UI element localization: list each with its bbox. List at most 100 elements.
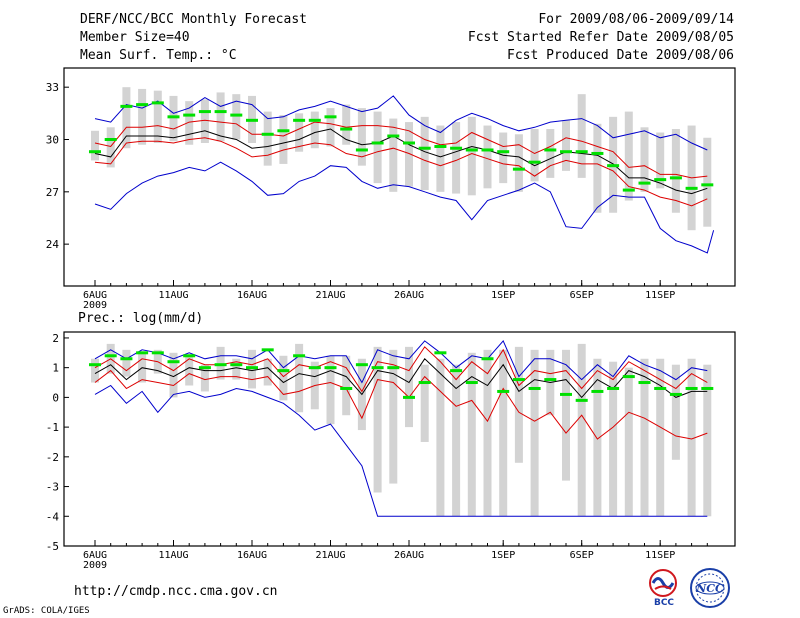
median-marker — [371, 366, 384, 370]
median-marker — [701, 183, 714, 187]
precipitation-title: Prec.: log(mm/d) — [78, 311, 203, 326]
median-marker — [528, 160, 541, 164]
ensemble-range-bar — [671, 129, 680, 213]
ensemble-range-bar — [420, 364, 429, 442]
ensemble-range-bar — [122, 349, 131, 377]
median-marker — [544, 378, 557, 382]
median-marker — [575, 150, 588, 154]
ensemble-range-bar — [593, 123, 602, 213]
ensemble-range-bar — [153, 90, 162, 143]
ensemble-range-bar — [185, 355, 194, 386]
plot-frame — [63, 67, 736, 287]
y-tick-label: 33 — [46, 81, 59, 94]
median-marker — [418, 146, 431, 150]
ensemble-range-bar — [389, 118, 398, 192]
ensemble-range-bar — [342, 355, 351, 416]
median-marker — [308, 118, 321, 122]
y-tick-label: 1 — [52, 362, 59, 375]
ensemble-range-bar — [106, 127, 115, 168]
ensemble-range-bar — [703, 137, 712, 227]
ensemble-range-bar — [232, 358, 241, 380]
series-line-mean — [94, 128, 708, 195]
series-line-upper — [94, 346, 708, 393]
ensemble-range-bar — [467, 352, 476, 517]
median-marker — [638, 381, 651, 385]
median-marker — [434, 144, 447, 148]
median-marker — [622, 375, 635, 379]
median-marker — [669, 392, 682, 396]
median-marker — [481, 357, 494, 361]
x-tick-label: 2009 — [83, 300, 107, 311]
x-tick-label: 11SEP — [645, 550, 675, 561]
median-marker — [371, 141, 384, 145]
ensemble-range-bar — [373, 346, 382, 493]
source-url[interactable]: http://cmdp.ncc.cma.gov.cn — [74, 584, 278, 599]
ensemble-range-bar — [263, 358, 272, 386]
median-marker — [685, 186, 698, 190]
ensemble-range-bar — [640, 127, 649, 192]
ensemble-range-bar — [326, 355, 335, 425]
median-marker — [214, 110, 227, 114]
series-line-upper — [94, 119, 708, 179]
median-marker — [575, 398, 588, 402]
ensemble-range-bar — [122, 87, 131, 149]
median-marker — [120, 104, 133, 108]
ensemble-range-bar — [530, 129, 539, 182]
median-marker — [89, 150, 101, 154]
ensemble-range-bar — [279, 355, 288, 401]
median-marker — [198, 366, 211, 370]
ensemble-range-bar — [703, 364, 712, 517]
median-marker — [340, 386, 353, 390]
y-tick-label: 2 — [52, 332, 59, 345]
ensemble-range-bar — [562, 120, 570, 171]
y-tick-label: 0 — [52, 391, 59, 404]
median-marker — [89, 363, 101, 367]
median-marker — [481, 148, 494, 152]
series-line-min — [94, 161, 715, 254]
ensemble-range-bar — [577, 94, 586, 178]
plot-frame — [63, 331, 736, 547]
x-tick-label: 1SEP — [491, 290, 515, 301]
median-marker — [387, 134, 400, 138]
x-tick-label: 21AUG — [315, 290, 345, 301]
median-marker — [136, 103, 149, 107]
x-tick-label: 11SEP — [645, 290, 675, 301]
y-tick-label: -2 — [46, 451, 59, 464]
x-tick-label: 6SEP — [570, 550, 594, 561]
y-tick-label: -4 — [46, 510, 60, 523]
median-marker — [277, 369, 290, 373]
median-marker — [183, 354, 196, 358]
ensemble-range-bar — [671, 364, 680, 460]
x-tick-label: 16AUG — [237, 290, 267, 301]
series-line-max — [94, 339, 708, 384]
median-marker — [560, 150, 572, 154]
median-marker — [512, 167, 525, 171]
ensemble-range-bar — [295, 343, 304, 413]
ensemble-range-bar — [200, 99, 209, 143]
median-marker — [450, 146, 463, 150]
ensemble-range-bar — [499, 349, 508, 517]
ensemble-range-bar — [593, 358, 602, 517]
ensemble-range-bar — [405, 122, 413, 187]
grads-credit: GrADS: COLA/IGES — [3, 606, 90, 616]
x-tick-label: 11AUG — [158, 290, 188, 301]
y-tick-label: 27 — [46, 186, 59, 199]
member-size: Member Size=40 — [80, 30, 190, 45]
median-marker — [685, 386, 698, 390]
ensemble-range-bar — [577, 343, 586, 517]
ensemble-range-bar — [624, 111, 633, 201]
ensemble-range-bar — [483, 125, 492, 189]
ensemble-range-bar — [483, 349, 492, 517]
median-marker — [104, 354, 117, 358]
ensemble-range-bar — [91, 358, 99, 383]
median-marker — [246, 366, 258, 370]
ensemble-range-bar — [389, 349, 398, 484]
median-marker — [701, 386, 714, 390]
median-marker — [246, 118, 258, 122]
ensemble-range-bar — [232, 94, 241, 140]
ensemble-range-bar — [169, 352, 178, 398]
y-tick-label: -3 — [46, 481, 59, 494]
ensemble-range-bar — [357, 108, 366, 166]
median-marker — [418, 381, 431, 385]
